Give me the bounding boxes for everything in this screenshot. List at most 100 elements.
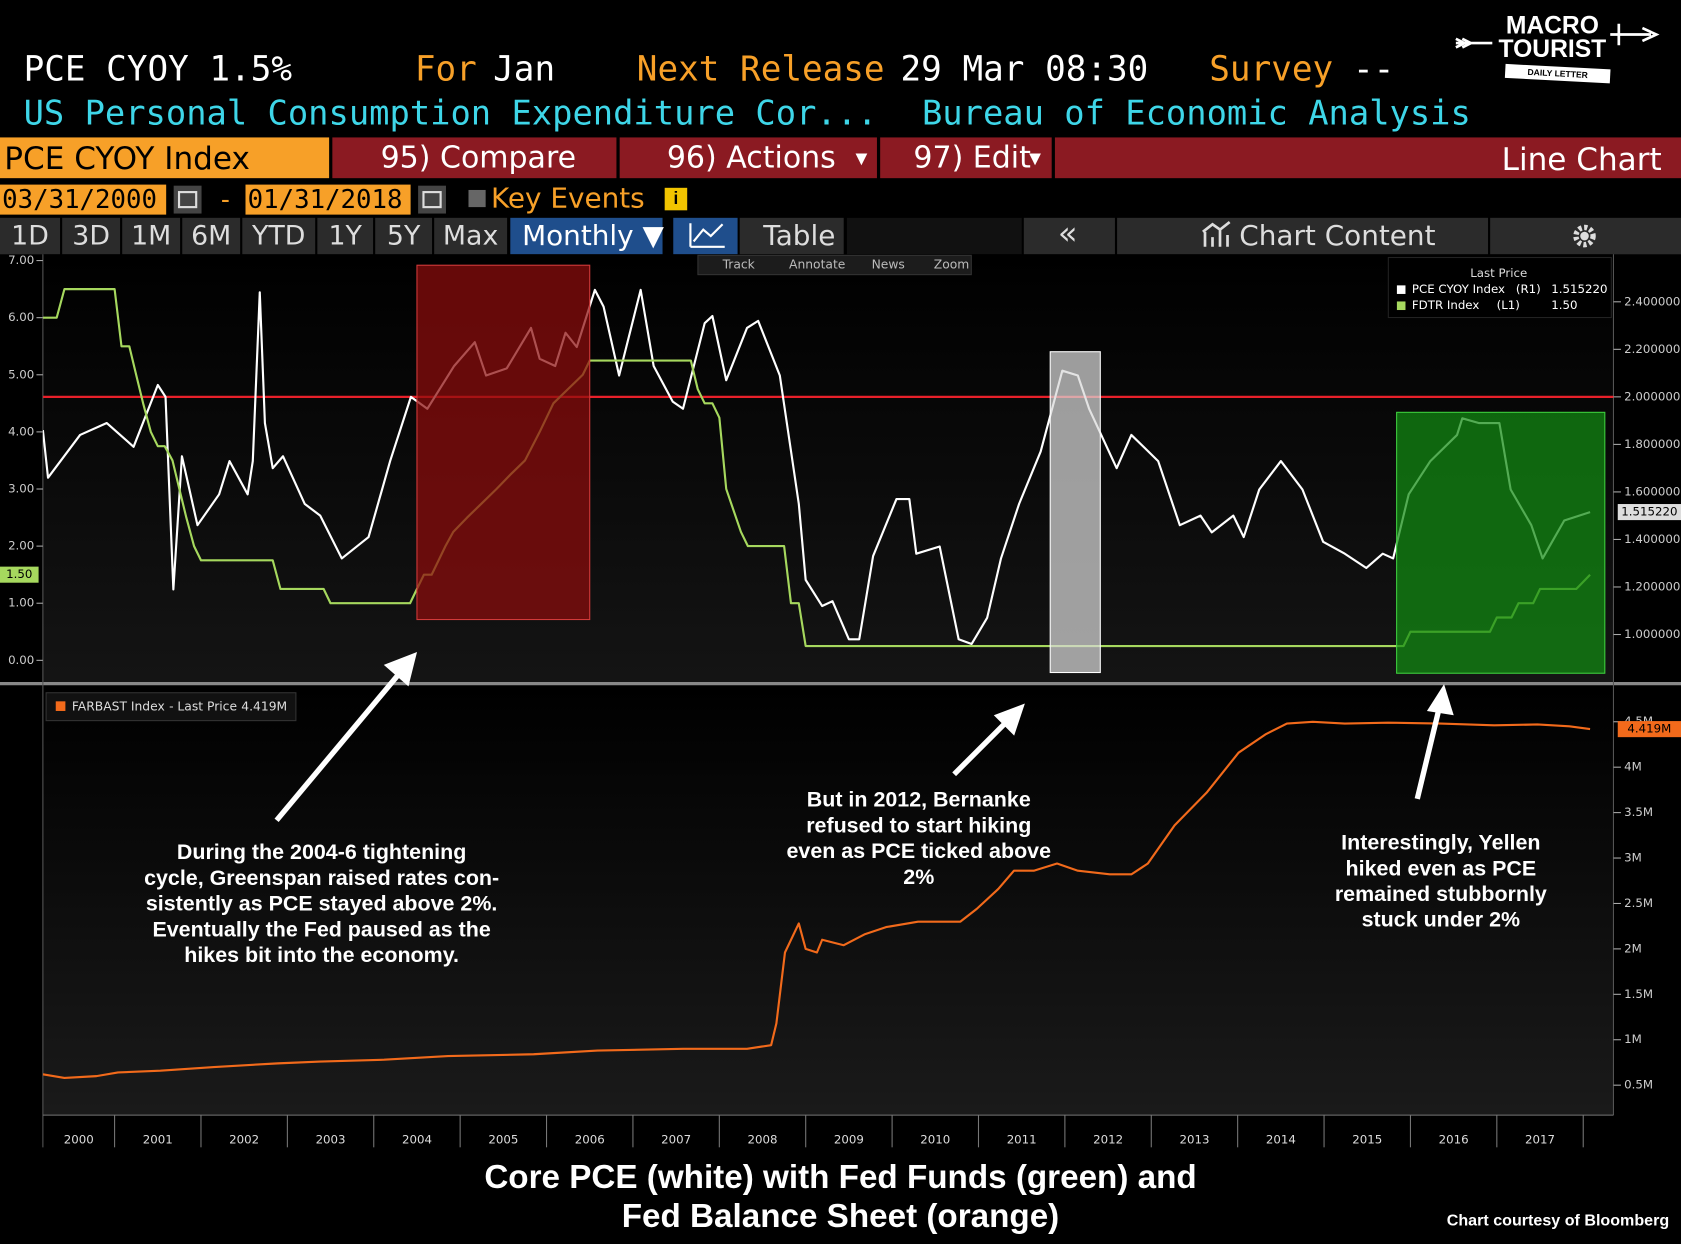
logo-arrow — [1455, 37, 1493, 49]
security: PCE CYOY 1.5% — [24, 49, 293, 89]
x-tick-label: 2011 — [1007, 1132, 1037, 1146]
annotation-text: sistently as PCE stayed above 2%. — [146, 892, 498, 916]
arrow-head — [1426, 684, 1454, 716]
caption: Fed Balance Sheet (orange) — [622, 1198, 1060, 1235]
y-tick-label: 2.00 — [8, 539, 34, 553]
legend-box — [1387, 256, 1612, 319]
annotation-text: even as PCE ticked above — [786, 839, 1051, 863]
period-button[interactable] — [242, 217, 316, 255]
table-button[interactable] — [739, 217, 844, 255]
chart-button[interactable] — [673, 217, 738, 255]
x-tick-label: 2001 — [143, 1132, 173, 1146]
y2-tick-label: 2.200000 — [1624, 342, 1680, 356]
dropdown-mark: ▾ — [856, 143, 868, 171]
arrow-head — [383, 652, 418, 687]
arrow-shaft — [952, 716, 1012, 777]
annotation-text: cycle, Greenspan raised rates con- — [144, 866, 499, 890]
annotation-text: hiked even as PCE — [1346, 856, 1537, 880]
chart-content-icon — [1202, 221, 1231, 247]
info-icon: i — [674, 188, 679, 208]
menu-label: 95) Compare — [381, 140, 576, 175]
period-button[interactable] — [317, 217, 374, 255]
frequency-button[interactable] — [510, 217, 663, 255]
start-date: 03/31/2000 — [2, 185, 157, 215]
calendar-button[interactable] — [418, 185, 446, 214]
y-tick-label: 2.5M — [1624, 896, 1653, 910]
tool-label[interactable]: Track — [722, 258, 756, 272]
period-button[interactable] — [0, 217, 61, 255]
logo-banner — [1504, 63, 1611, 84]
legend-value: 1.50 — [1551, 298, 1577, 312]
menu-button[interactable] — [332, 137, 617, 179]
tool-label[interactable]: News — [872, 258, 905, 272]
menu-label: 97) Edit — [913, 140, 1031, 175]
y2-tick-label: 1.400000 — [1624, 532, 1680, 546]
arrow-shaft — [274, 668, 405, 823]
checkbox[interactable] — [468, 189, 486, 208]
chart-content-button[interactable] — [1117, 217, 1489, 255]
frequency: Monthly ▼ — [522, 219, 664, 252]
period-button[interactable] — [122, 217, 181, 255]
annotation-text: But in 2012, Bernanke — [807, 788, 1031, 812]
menu-bar — [1054, 137, 1681, 179]
annotation-text: 2% — [903, 865, 934, 889]
menu-button[interactable] — [619, 137, 877, 179]
period-label: 1Y — [328, 221, 362, 252]
plot-area — [42, 254, 1614, 683]
date-input[interactable] — [0, 184, 167, 215]
period-button[interactable] — [62, 217, 121, 255]
period-label: Max — [443, 221, 498, 252]
legend-value: 1.515220 — [1551, 282, 1607, 296]
y-tick-label: 6.00 — [8, 310, 34, 324]
x-tick-label: 2002 — [229, 1132, 259, 1146]
credit: Chart courtesy of Bloomberg — [1447, 1212, 1669, 1230]
annotation-text: hikes bit into the economy. — [184, 943, 459, 967]
value: -- — [1353, 49, 1394, 89]
period-button[interactable] — [375, 217, 433, 255]
last-price-label: 1.50 — [6, 567, 32, 581]
highlight-box — [416, 264, 591, 621]
period-row: 1D 3D 1M 6M YTD 1Y 5Y Max — [0, 217, 508, 255]
annotation-text: stuck under 2% — [1362, 908, 1520, 932]
y2-tick-label: 1.200000 — [1624, 579, 1680, 593]
y-tick-label: 1.00 — [8, 596, 34, 610]
label: For — [415, 49, 477, 89]
y2-tick-label: 1.600000 — [1624, 484, 1680, 498]
period-button[interactable] — [434, 217, 508, 255]
y-tick-label: 4M — [1624, 760, 1642, 774]
y-tick-label: 0.5M — [1624, 1078, 1653, 1092]
info-button[interactable] — [664, 187, 688, 211]
collapse-button[interactable] — [1023, 217, 1115, 255]
tool-label[interactable]: Annotate — [789, 258, 845, 272]
legend-label: PCE CYOY Index — [1412, 282, 1505, 296]
arrow-shaft — [1414, 704, 1443, 800]
plot-area — [42, 686, 1614, 1116]
tools-bar — [697, 254, 972, 276]
date-input[interactable] — [245, 184, 411, 215]
legend-swatch — [1396, 301, 1406, 311]
legend-title: Last Price — [1470, 266, 1527, 280]
y-tick-label: 3.00 — [8, 482, 34, 496]
logo-arrow — [1610, 23, 1660, 46]
menu-button[interactable] — [880, 137, 1052, 179]
legend-box — [45, 692, 297, 722]
x-tick-label: 2013 — [1179, 1132, 1209, 1146]
value: Jan — [493, 49, 555, 89]
period-label: YTD — [251, 221, 305, 252]
legend-axis-tag: (L1) — [1497, 298, 1520, 312]
highlight-box — [1049, 351, 1101, 674]
calendar-button[interactable] — [173, 185, 202, 214]
bottom-plot — [42, 720, 1591, 1080]
x-tick-label: 2017 — [1525, 1132, 1555, 1146]
x-tick-label: 2003 — [316, 1132, 346, 1146]
y-tick-label: 5.00 — [8, 367, 34, 381]
series-line — [42, 720, 1591, 1080]
period-label: 1M — [131, 221, 171, 252]
period-button[interactable] — [182, 217, 241, 255]
tool-label[interactable]: Zoom — [934, 258, 970, 272]
ticker-box[interactable] — [0, 137, 330, 179]
label: Next Release — [637, 49, 885, 89]
collapse: « — [1058, 214, 1078, 252]
